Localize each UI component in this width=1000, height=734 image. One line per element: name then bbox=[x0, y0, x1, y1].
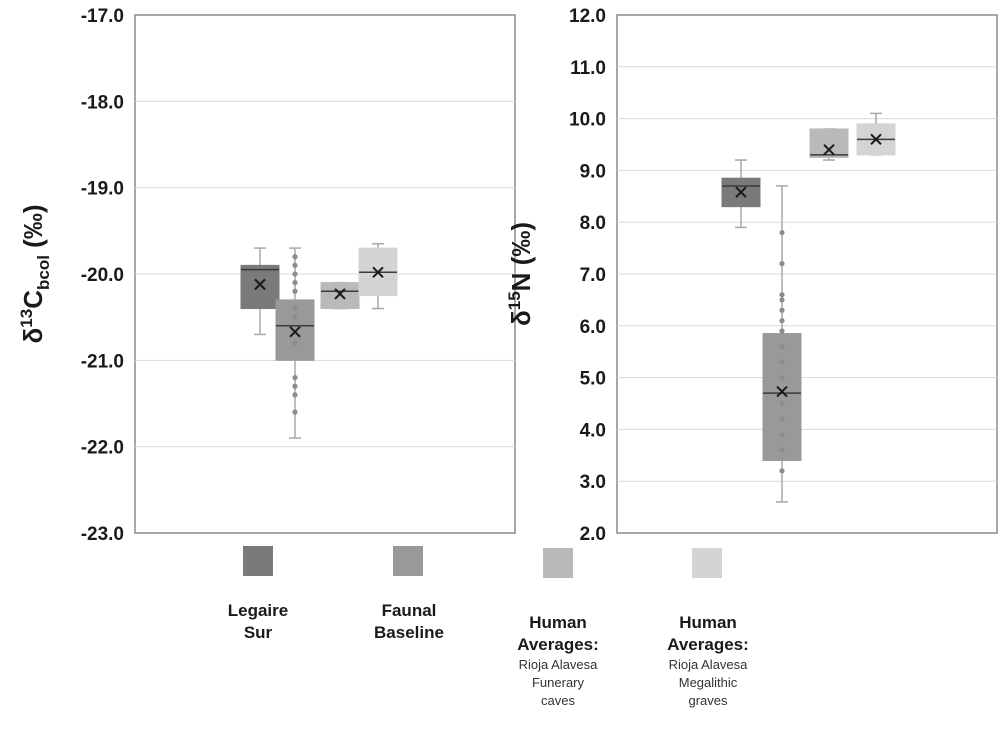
box-1 bbox=[762, 333, 802, 461]
mean-marker bbox=[372, 266, 384, 278]
data-point bbox=[779, 431, 785, 438]
data-point bbox=[292, 262, 298, 268]
legend-swatch-funerary bbox=[543, 548, 573, 578]
data-point bbox=[292, 383, 298, 389]
legend-sub-line2: Funerary bbox=[531, 675, 585, 690]
mean-marker bbox=[735, 186, 747, 198]
y-tick-label: -19.0 bbox=[81, 179, 124, 200]
box-2 bbox=[320, 282, 360, 310]
mean-marker bbox=[334, 288, 346, 300]
y-tick-label: 10.0 bbox=[569, 110, 606, 131]
data-point bbox=[779, 343, 785, 350]
nitrogen-boxes bbox=[721, 112, 896, 503]
y-tick-label: -23.0 bbox=[81, 524, 124, 545]
data-point bbox=[779, 292, 785, 298]
legend-title-line2: Sur bbox=[243, 623, 273, 642]
box-0 bbox=[240, 264, 280, 310]
data-point bbox=[779, 328, 785, 334]
legend-title-line1: Faunal bbox=[381, 601, 437, 620]
legend-title-line2: Baseline bbox=[374, 623, 444, 642]
y-tick-label: 2.0 bbox=[580, 524, 606, 545]
data-point bbox=[779, 416, 785, 422]
legend-title-line2: Averages: bbox=[517, 635, 599, 654]
data-point bbox=[292, 409, 298, 415]
data-point bbox=[292, 254, 298, 260]
data-point bbox=[292, 340, 298, 346]
data-point bbox=[292, 305, 298, 312]
legend-title-line1: Legaire bbox=[227, 601, 289, 620]
mean-marker bbox=[870, 133, 882, 146]
carbon-panel: -23.0 -22.0 -21.0 -20.0 -19.0 -18.0 -17.0 δ13C… bbox=[17, 6, 516, 545]
y-tick-label: -20.0 bbox=[81, 265, 124, 286]
box-2 bbox=[809, 128, 849, 158]
data-point bbox=[292, 314, 298, 320]
nitrogen-y-axis-label: δ15N (‰) bbox=[505, 222, 536, 326]
legend-sub-line1: Rioja Alavesa bbox=[668, 657, 748, 672]
y-tick-label: 3.0 bbox=[580, 472, 606, 493]
data-point bbox=[779, 297, 785, 303]
data-point bbox=[779, 229, 785, 236]
y-tick-label: -21.0 bbox=[81, 351, 124, 372]
data-point bbox=[292, 280, 298, 286]
data-point bbox=[779, 400, 785, 407]
data-point bbox=[779, 318, 785, 324]
legend-sub-line3: caves bbox=[541, 693, 575, 708]
data-point bbox=[779, 375, 785, 381]
carbon-tick-labels: -23.0 -22.0 -21.0 -20.0 -19.0 -18.0 -17.0 bbox=[81, 6, 124, 545]
data-point bbox=[292, 271, 298, 277]
legend-title-line1: Human bbox=[529, 613, 587, 632]
y-tick-label: -18.0 bbox=[81, 92, 124, 113]
y-tick-label: 6.0 bbox=[580, 317, 606, 338]
legend-sub-line1: Rioja Alavesa bbox=[518, 657, 598, 672]
legend-label-funerary: Human Averages: Rioja Alavesa Funerary c… bbox=[478, 612, 638, 710]
legend-label-faunal: Faunal Baseline bbox=[329, 600, 489, 644]
y-tick-label: 9.0 bbox=[580, 161, 606, 182]
y-tick-label: -17.0 bbox=[81, 6, 124, 27]
data-point bbox=[292, 288, 298, 294]
legend-label-megalithic: Human Averages: Rioja Alavesa Megalithic… bbox=[628, 612, 788, 710]
y-tick-label: 12.0 bbox=[569, 6, 606, 27]
nitrogen-gridlines bbox=[617, 66, 997, 482]
legend-title-line2: Averages: bbox=[667, 635, 749, 654]
nitrogen-panel: 2.0 3.0 4.0 5.0 6.0 7.0 8.0 9.0 10.0 11.0 12.0 δ15… bbox=[505, 6, 998, 545]
data-point bbox=[292, 392, 298, 398]
legend-label-legaire: Legaire Sur bbox=[178, 600, 338, 644]
y-tick-label: 8.0 bbox=[580, 213, 606, 234]
legend-sub-line3: graves bbox=[688, 693, 728, 708]
y-tick-label: -22.0 bbox=[81, 438, 124, 459]
data-point bbox=[292, 375, 298, 381]
mean-marker bbox=[776, 385, 788, 398]
legend-title-line1: Human bbox=[679, 613, 737, 632]
mean-marker bbox=[289, 326, 301, 338]
data-point bbox=[779, 307, 785, 313]
data-point bbox=[779, 359, 785, 365]
legend-sub-line2: Megalithic bbox=[678, 675, 738, 690]
carbon-gridlines bbox=[135, 100, 515, 448]
nitrogen-tick-labels: 2.0 3.0 4.0 5.0 6.0 7.0 8.0 9.0 10.0 11.0 12.0 bbox=[569, 6, 606, 545]
carbon-y-axis-label: δ13Cbcol (‰) bbox=[17, 205, 53, 344]
mean-marker bbox=[254, 278, 266, 291]
legend-swatch-megalithic bbox=[692, 548, 722, 578]
legend-swatch-faunal bbox=[393, 546, 423, 576]
legend-swatch-legaire bbox=[243, 546, 273, 576]
y-tick-label: 4.0 bbox=[580, 420, 606, 441]
y-tick-label: 7.0 bbox=[580, 265, 606, 286]
mean-marker bbox=[823, 143, 835, 156]
data-point bbox=[779, 468, 785, 474]
box-0 bbox=[721, 177, 761, 208]
y-tick-label: 5.0 bbox=[580, 369, 606, 390]
carbon-boxes bbox=[240, 243, 398, 439]
data-point bbox=[779, 261, 785, 267]
data-point bbox=[779, 447, 785, 453]
y-tick-label: 11.0 bbox=[570, 58, 606, 79]
